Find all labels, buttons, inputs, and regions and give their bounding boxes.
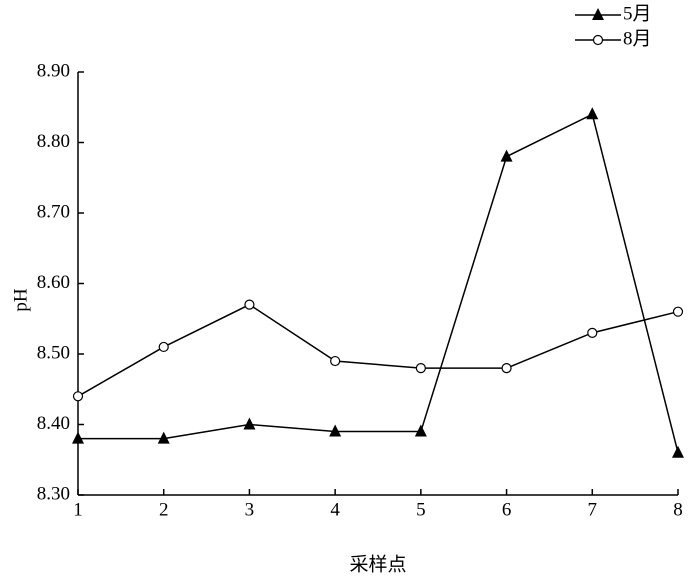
data-point (415, 363, 426, 374)
x-axis-label: 采样点 (349, 553, 406, 575)
y-tick-label: 8.60 (37, 272, 70, 293)
x-tick-label: 4 (330, 499, 340, 520)
series-line (78, 113, 679, 453)
legend-label: 5月 (623, 3, 652, 24)
legend-marker (592, 8, 604, 20)
legend-label: 8月 (623, 28, 652, 49)
data-point (244, 299, 255, 310)
y-tick-label: 8.40 (37, 413, 70, 434)
data-point (329, 424, 342, 437)
data-point (72, 431, 84, 444)
legend-marker (592, 34, 604, 46)
data-point (330, 355, 341, 367)
data-point (672, 445, 684, 458)
y-tick-label: 8.50 (37, 342, 70, 363)
data-point (501, 363, 512, 374)
x-tick-label: 2 (159, 499, 169, 520)
x-tick-label: 7 (588, 499, 598, 520)
data-point (500, 149, 513, 162)
y-tick-label: 8.80 (37, 131, 70, 152)
x-tick-label: 6 (502, 499, 512, 520)
x-tick-label: 3 (245, 499, 255, 520)
x-tick-label: 5 (416, 499, 426, 520)
data-point (672, 306, 684, 317)
series-line (77, 303, 679, 397)
x-tick-label: 8 (673, 499, 683, 520)
data-point (414, 424, 427, 437)
y-tick-label: 8.70 (37, 201, 70, 222)
data-point (586, 107, 599, 120)
y-tick-label: 8.90 (37, 60, 70, 81)
data-point (157, 431, 170, 444)
x-tick-label: 1 (73, 499, 83, 520)
data-point (158, 341, 169, 353)
y-tick-label: 8.30 (37, 483, 70, 504)
data-point (587, 327, 598, 338)
data-point (72, 391, 84, 402)
y-axis-label: pH (10, 288, 31, 312)
data-point (243, 417, 256, 430)
